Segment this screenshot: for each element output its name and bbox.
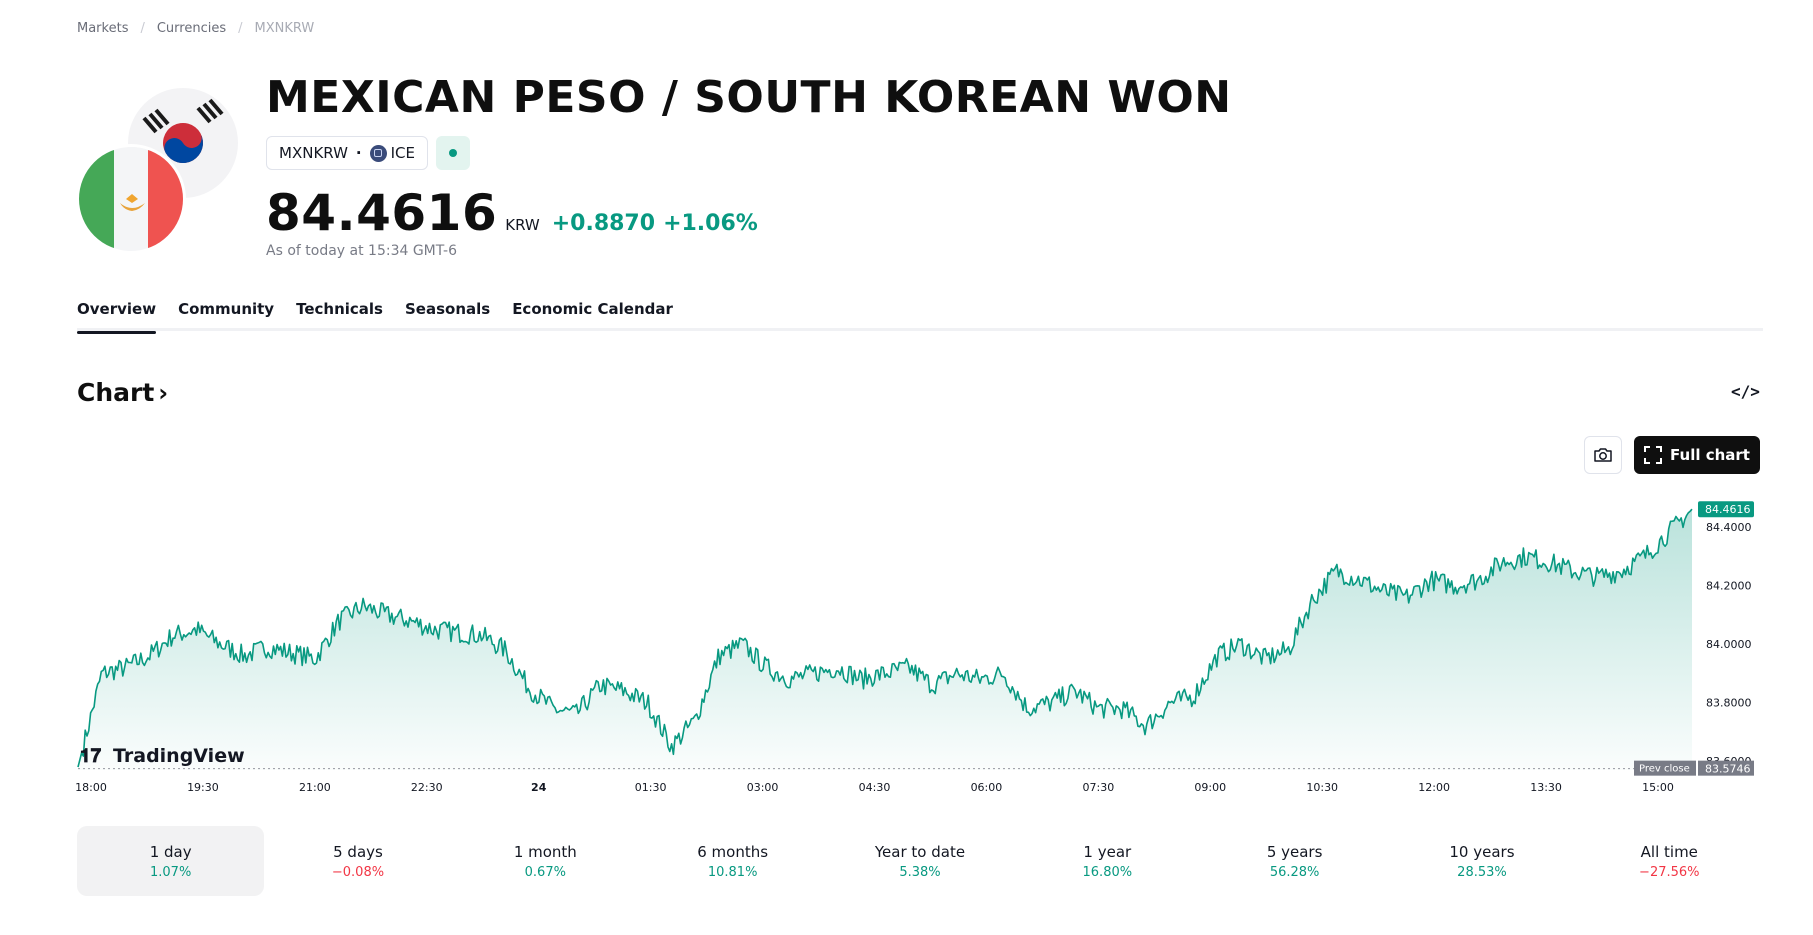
embed-code-icon[interactable]: </>	[1731, 382, 1760, 401]
price-line	[77, 508, 1693, 768]
exchange-icon	[369, 144, 387, 162]
tab-overview[interactable]: Overview	[77, 300, 157, 334]
fullscreen-icon	[1644, 446, 1663, 464]
tab-technicals[interactable]: Technicals	[296, 300, 383, 318]
period-5-days[interactable]: 5 days −0.08%	[264, 826, 451, 896]
tradingview-watermark: 𝟏𝟕 TradingView	[80, 745, 245, 767]
performance-periods: 1 day 1.07% 5 days −0.08% 1 month 0.67% …	[77, 826, 1763, 896]
period-label: 6 months	[697, 842, 769, 861]
x-tick-label: 19:30	[187, 781, 219, 794]
period-5-years[interactable]: 5 years 56.28%	[1201, 826, 1388, 896]
prev-close-label: Prev close 83.5746	[1634, 760, 1754, 776]
period-value: −0.08%	[331, 864, 385, 880]
chart-heading-link[interactable]: Chart ›	[77, 378, 168, 407]
chevron-right-icon: ›	[158, 378, 169, 407]
period-1-year[interactable]: 1 year 16.80%	[1014, 826, 1201, 896]
watermark-text: TradingView	[113, 745, 245, 767]
breadcrumb: Markets / Currencies / MXNKRW	[77, 21, 314, 36]
last-price-label: 84.4616	[1698, 501, 1754, 518]
period-value: −27.56%	[1639, 864, 1700, 880]
x-tick-label: 09:00	[1194, 781, 1226, 794]
x-tick-label: 22:30	[411, 781, 443, 794]
period-1-month[interactable]: 1 month 0.67%	[452, 826, 639, 896]
period-label: 10 years	[1449, 842, 1515, 861]
breadcrumb-current: MXNKRW	[254, 21, 315, 36]
section-tabs: Overview Community Technicals Seasonals …	[77, 300, 1763, 334]
period-value: 1.07%	[150, 864, 192, 880]
last-price-label-text: 84.4616	[1705, 503, 1751, 516]
camera-icon	[1594, 448, 1612, 462]
x-tick-label: 03:00	[747, 781, 779, 794]
period-label: 1 day	[149, 842, 192, 861]
prev-close-label-text: Prev close	[1639, 764, 1690, 775]
x-tick-label: 01:30	[635, 781, 667, 794]
price-row: 84.4616 KRW +0.8870 +1.06%	[266, 184, 758, 242]
period-label: 5 years	[1266, 842, 1323, 861]
breadcrumb-markets[interactable]: Markets	[77, 21, 129, 36]
x-tick-label: 10:30	[1306, 781, 1338, 794]
period-value: 56.28%	[1269, 864, 1320, 880]
breadcrumb-separator: /	[238, 21, 243, 36]
x-tick-label: 04:30	[859, 781, 891, 794]
chart-heading-label: Chart	[77, 378, 155, 407]
price-change: +0.8870	[551, 211, 656, 236]
symbol-exchange-chip[interactable]: MXNKRW · ICE	[266, 136, 428, 170]
market-status-icon[interactable]	[436, 136, 470, 170]
symbol-chips: MXNKRW · ICE	[266, 136, 470, 170]
x-tick-label: 12:00	[1418, 781, 1450, 794]
period-value: 16.80%	[1082, 864, 1133, 880]
x-tick-label: 18:00	[75, 781, 107, 794]
period-year-to-date[interactable]: Year to date 5.38%	[826, 826, 1013, 896]
currency-flags	[76, 88, 239, 254]
tab-community[interactable]: Community	[178, 300, 275, 318]
x-tick-label: 13:30	[1530, 781, 1562, 794]
y-tick-label: 83.8000	[1706, 697, 1752, 710]
period-value: 10.81%	[707, 864, 758, 880]
tab-seasonals[interactable]: Seasonals	[404, 300, 491, 318]
full-chart-button[interactable]: Full chart	[1634, 436, 1760, 474]
x-tick-label: 07:30	[1083, 781, 1115, 794]
x-axis: 18:00 19:30 21:00 22:30 24 01:30 03:00 04:30 06:…	[75, 781, 1674, 794]
last-price: 84.4616	[266, 184, 498, 242]
y-tick-label: 84.0000	[1706, 638, 1752, 651]
price-change-percent: +1.06%	[663, 211, 758, 236]
y-tick-label: 84.4000	[1706, 521, 1752, 534]
chip-separator: ·	[355, 144, 362, 162]
period-value: 0.67%	[524, 864, 566, 880]
x-tick-label: 24	[531, 781, 547, 794]
symbol-label: MXNKRW	[279, 144, 348, 162]
period-label: 5 days	[333, 842, 383, 861]
snapshot-button[interactable]	[1584, 436, 1622, 474]
period-1-day[interactable]: 1 day 1.07%	[77, 826, 265, 896]
price-currency: KRW	[505, 216, 540, 234]
period-label: All time	[1640, 842, 1698, 861]
period-6-months[interactable]: 6 months 10.81%	[639, 826, 826, 896]
period-all-time[interactable]: All time −27.56%	[1576, 826, 1763, 896]
breadcrumb-separator: /	[140, 21, 145, 36]
period-10-years[interactable]: 10 years 28.53%	[1388, 826, 1575, 896]
svg-text:𝟏𝟕: 𝟏𝟕	[80, 745, 102, 767]
exchange-label: ICE	[390, 144, 415, 162]
x-tick-label: 06:00	[971, 781, 1003, 794]
page-title: MEXICAN PESO / SOUTH KOREAN WON	[266, 72, 1232, 123]
breadcrumb-currencies[interactable]: Currencies	[156, 21, 227, 36]
tab-economic-calendar[interactable]: Economic Calendar	[512, 300, 673, 318]
x-tick-label: 15:00	[1642, 781, 1674, 794]
period-value: 28.53%	[1457, 864, 1507, 880]
period-label: Year to date	[874, 842, 966, 861]
x-tick-label: 21:00	[299, 781, 331, 794]
price-timestamp: As of today at 15:34 GMT-6	[266, 243, 457, 259]
price-area	[78, 509, 1692, 770]
prev-close-value-text: 83.5746	[1705, 763, 1751, 776]
period-label: 1 month	[513, 842, 577, 861]
y-tick-label: 84.2000	[1706, 580, 1752, 593]
period-label: 1 year	[1083, 842, 1132, 861]
mexico-flag-icon	[76, 144, 186, 254]
full-chart-label: Full chart	[1670, 446, 1750, 464]
period-value: 5.38%	[899, 864, 941, 880]
